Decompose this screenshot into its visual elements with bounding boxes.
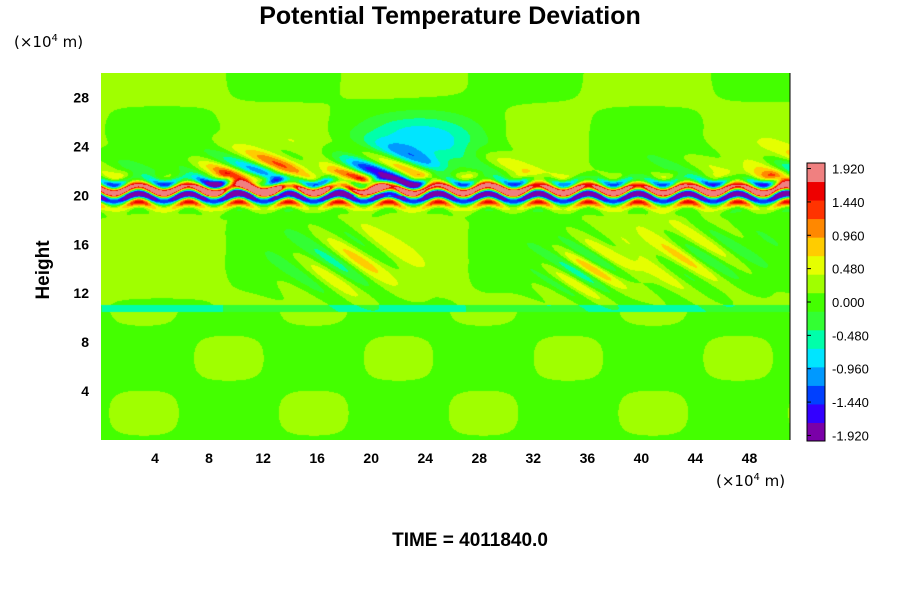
y-axis-unit: (×104 m) — [14, 33, 83, 51]
colorbar-swatch — [807, 237, 825, 257]
y-unit-suffix: m) — [57, 33, 84, 51]
x-tick-label: 8 — [205, 450, 213, 466]
x-tick-label: 16 — [309, 450, 325, 466]
colorbar-swatch — [807, 385, 825, 405]
x-unit-suffix: m) — [759, 472, 786, 490]
colorbar-label: 0.960 — [832, 228, 865, 243]
y-axis-ticks: 4 8 12 16 20 24 28 — [73, 89, 89, 399]
colorbar-swatch — [807, 311, 825, 331]
colorbar-label: 1.440 — [832, 195, 865, 210]
colorbar-swatch — [807, 292, 825, 312]
colorbar-swatch — [807, 218, 825, 238]
colorbar-swatch — [807, 255, 825, 275]
heatmap-image — [101, 73, 790, 440]
x-axis-unit: (×104 m) — [716, 472, 785, 490]
colorbar-swatch — [807, 366, 825, 386]
time-label: TIME = 4011840.0 — [392, 530, 548, 551]
x-tick-label: 12 — [255, 450, 271, 466]
colorbar-label: 0.480 — [832, 262, 865, 277]
y-tick-label: 12 — [73, 285, 89, 301]
colorbar-swatch — [807, 181, 825, 201]
y-tick-label: 8 — [81, 334, 89, 350]
y-unit-exp: 4 — [51, 33, 58, 44]
colorbar-swatch — [807, 163, 825, 183]
y-unit-prefix: (×10 — [14, 33, 52, 51]
colorbar-swatch — [807, 403, 825, 423]
y-tick-label: 4 — [81, 383, 89, 399]
colorbar: 1.920 1.440 0.960 0.480 0.000 -0.480 -0.960 -1.… — [806, 162, 869, 443]
x-tick-label: 36 — [580, 450, 596, 466]
colorbar-label: -1.920 — [832, 428, 869, 443]
colorbar-swatch — [807, 329, 825, 349]
colorbar-swatch — [807, 348, 825, 368]
colorbar-label: -1.440 — [832, 395, 869, 410]
plot-area — [101, 73, 791, 440]
heatmap-canvas — [101, 73, 790, 440]
x-tick-label: 28 — [471, 450, 487, 466]
chart-title: Potential Temperature Deviation — [259, 2, 641, 30]
colorbar-label: -0.960 — [832, 362, 869, 377]
x-tick-label: 32 — [526, 450, 542, 466]
y-tick-label: 28 — [73, 89, 89, 105]
y-tick-label: 16 — [73, 236, 89, 252]
x-tick-label: 44 — [688, 450, 704, 466]
colorbar-label: 1.920 — [832, 162, 865, 177]
y-tick-label: 24 — [73, 138, 89, 154]
x-tick-label: 4 — [151, 450, 159, 466]
x-tick-label: 24 — [417, 450, 433, 466]
y-tick-label: 20 — [73, 187, 89, 203]
x-tick-label: 20 — [363, 450, 379, 466]
x-axis-ticks: 4 8 12 16 20 24 28 32 36 40 44 48 — [151, 450, 757, 466]
x-unit-exp: 4 — [753, 472, 760, 483]
colorbar-label: -0.480 — [832, 328, 869, 343]
colorbar-swatch — [807, 200, 825, 220]
colorbar-swatch — [807, 274, 825, 294]
colorbar-label: 0.000 — [832, 295, 865, 310]
x-unit-prefix: (×10 — [716, 472, 754, 490]
x-tick-label: 48 — [742, 450, 758, 466]
colorbar-swatch — [807, 422, 825, 442]
x-tick-label: 40 — [634, 450, 650, 466]
